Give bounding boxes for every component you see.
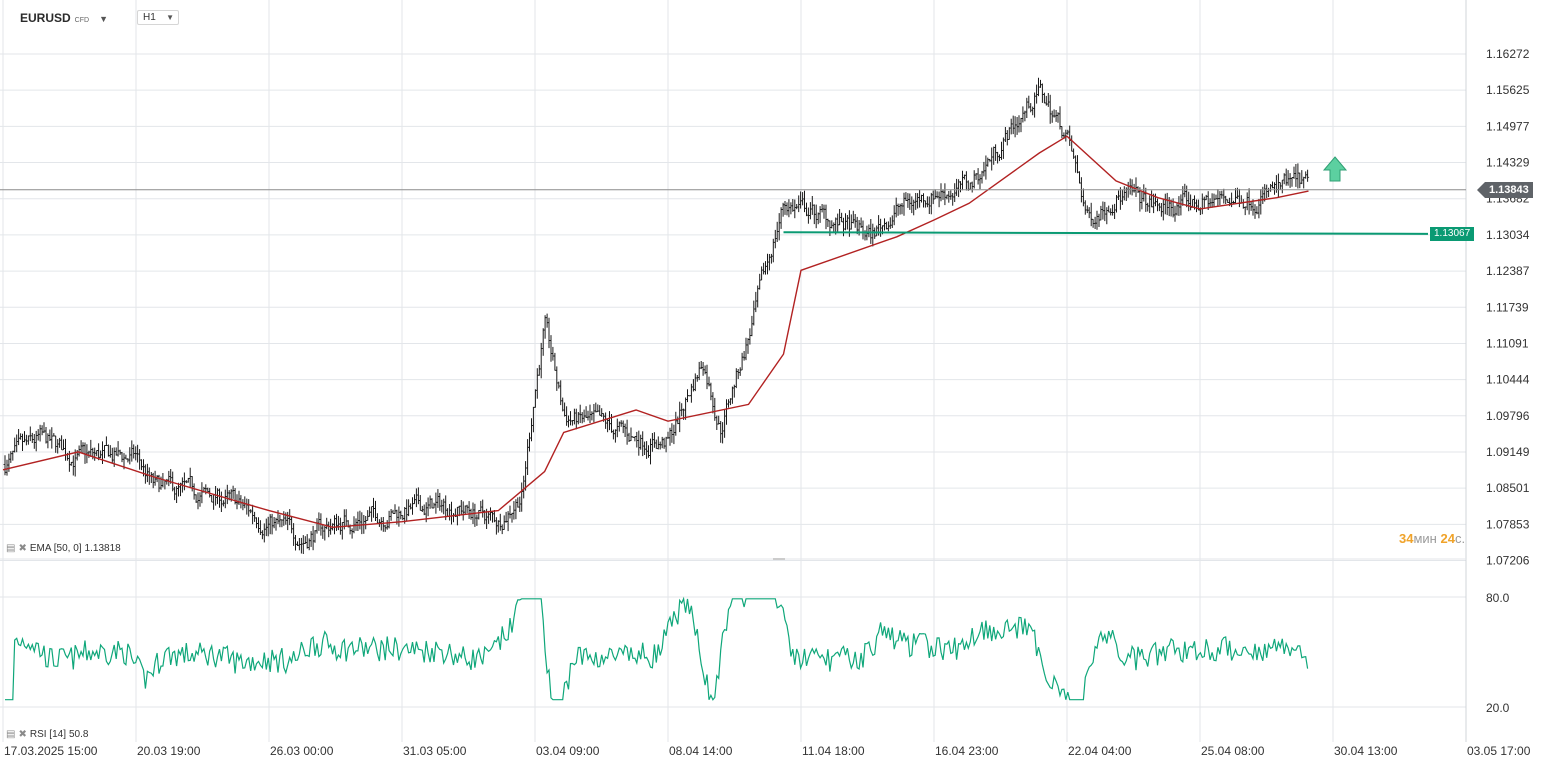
time-tick-label: 22.04 04:00 xyxy=(1068,744,1132,758)
settings-icon[interactable]: ▤ xyxy=(6,543,16,554)
price-tick-label: 1.12387 xyxy=(1486,264,1530,278)
current-price-badge: 1.13843 xyxy=(1477,182,1533,198)
price-tick-label: 1.13034 xyxy=(1486,228,1530,242)
time-tick-label: 08.04 14:00 xyxy=(669,744,733,758)
rsi-level-20: 20.0 xyxy=(1486,701,1510,715)
countdown-seconds: 24 xyxy=(1440,531,1455,546)
close-icon[interactable]: ✖ xyxy=(18,729,27,740)
countdown-seconds-unit: с. xyxy=(1454,531,1466,546)
time-tick-label: 20.03 19:00 xyxy=(137,744,201,758)
price-tick-label: 1.09149 xyxy=(1486,445,1530,459)
ema-line xyxy=(2,135,1309,529)
chevron-down-icon: ▼ xyxy=(166,13,174,22)
rsi-line xyxy=(5,596,1309,701)
timeframe-value: H1 xyxy=(143,12,156,23)
settings-icon[interactable]: ▤ xyxy=(6,729,16,740)
time-tick-label: 25.04 08:00 xyxy=(1201,744,1265,758)
timeframe-dropdown[interactable]: H1 ▼ xyxy=(137,10,179,25)
time-tick-label: 30.04 13:00 xyxy=(1334,744,1398,758)
rsi-value: 50.8 xyxy=(68,729,89,740)
buy-signal-arrow-icon xyxy=(1322,156,1348,182)
countdown-minutes: 34 xyxy=(1399,531,1414,546)
support-price-badge[interactable]: 1.13067 xyxy=(1430,227,1475,241)
close-icon[interactable]: ✖ xyxy=(18,543,27,554)
rsi-level-80: 80.0 xyxy=(1486,591,1510,605)
candlestick-series xyxy=(3,77,1310,554)
time-tick-label: 31.03 05:00 xyxy=(403,744,467,758)
price-tick-label: 1.07853 xyxy=(1486,517,1530,531)
rsi-name: RSI [14] xyxy=(29,729,66,740)
support-line[interactable] xyxy=(783,231,1429,235)
chevron-down-icon: ▼ xyxy=(99,14,108,24)
time-axis: 17.03.2025 15:00 20.03 19:00 26.03 00:00 31… xyxy=(4,744,1531,758)
time-tick-label: 26.03 00:00 xyxy=(270,744,334,758)
price-tick-label: 1.14977 xyxy=(1486,119,1530,133)
rsi-indicator-label: ▤ ✖ RSI [14] 50.8 xyxy=(6,729,88,740)
time-tick-label: 03.05 17:00 xyxy=(1467,744,1531,758)
symbol-name: EURUSD xyxy=(20,11,71,25)
time-tick-label: 03.04 09:00 xyxy=(536,744,600,758)
symbol-type: CFD xyxy=(74,17,90,24)
price-tick-label: 1.08501 xyxy=(1486,481,1530,495)
time-tick-label: 17.03.2025 15:00 xyxy=(4,744,98,758)
ema-value: 1.13818 xyxy=(84,543,121,554)
price-tick-label: 1.15625 xyxy=(1486,83,1530,97)
price-tick-label: 1.07206 xyxy=(1486,554,1530,568)
price-tick-label: 1.11091 xyxy=(1486,336,1529,350)
candle-countdown: 34мин 24с. xyxy=(1399,531,1465,546)
price-tick-label: 1.14329 xyxy=(1486,156,1530,170)
symbol-selector[interactable]: EURUSD CFD ▼ xyxy=(20,11,108,25)
ema-indicator-label: ▤ ✖ EMA [50, 0] 1.13818 xyxy=(6,543,121,554)
price-tick-label: 1.09796 xyxy=(1486,409,1530,423)
chart-toolbar: EURUSD CFD ▼ H1 ▼ xyxy=(0,0,1466,32)
price-tick-label: 1.11739 xyxy=(1486,300,1529,314)
price-tick-label: 1.16272 xyxy=(1486,47,1530,61)
countdown-minutes-unit: мин xyxy=(1413,531,1437,546)
price-tick-label: 1.10444 xyxy=(1486,373,1530,387)
time-tick-label: 11.04 18:00 xyxy=(802,744,865,758)
price-axis: 1.162721.156251.149771.143291.136821.130… xyxy=(1486,47,1530,568)
ema-name: EMA [50, 0] xyxy=(29,543,82,554)
chart-grid xyxy=(0,0,1467,742)
time-tick-label: 16.04 23:00 xyxy=(935,744,999,758)
